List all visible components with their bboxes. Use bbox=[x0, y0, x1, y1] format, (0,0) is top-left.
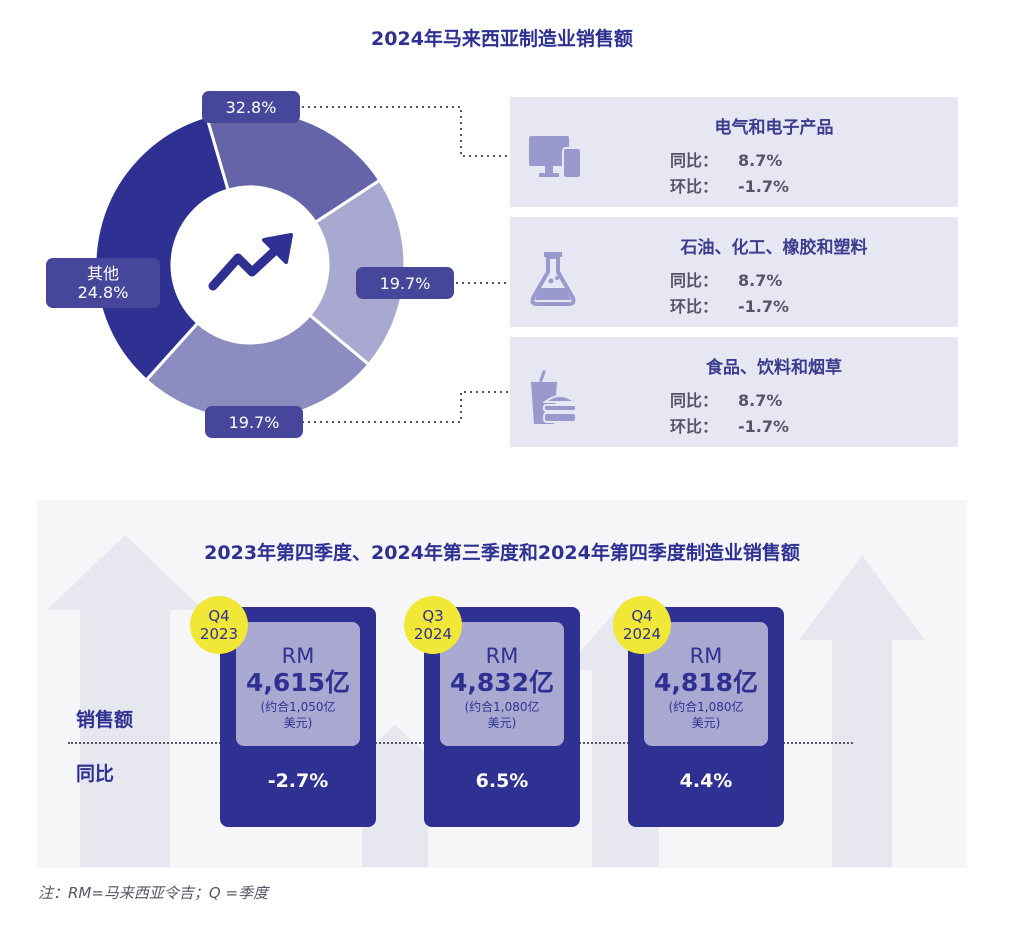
badge-quarter: Q3 bbox=[422, 607, 444, 625]
footnote: 注：RM=马来西亚令吉；Q =季度 bbox=[38, 884, 269, 902]
qoq-value: -1.7% bbox=[738, 417, 790, 436]
slice-label-other: 其他 24.8% bbox=[46, 258, 160, 308]
yoy-label: 同比： bbox=[670, 391, 719, 410]
food-drink-icon bbox=[531, 370, 578, 424]
qoq-label: 环比： bbox=[670, 417, 719, 436]
qoq-label: 环比： bbox=[670, 297, 719, 316]
quarter-amount-box: RM 4,832亿 (约合1,080亿 美元) bbox=[440, 622, 564, 746]
background-arrows-decoration bbox=[47, 535, 925, 867]
qoq-value: -1.7% bbox=[738, 177, 790, 196]
slice-label-other-name: 其他 bbox=[86, 264, 119, 283]
donut-chart bbox=[93, 108, 407, 422]
slice-label-2: 19.7% bbox=[356, 267, 454, 299]
usd-equivalent-line1: (约合1,080亿 bbox=[464, 700, 540, 714]
category-card-electrical: 电气和电子产品 同比： 8.7% 环比： -1.7% bbox=[510, 97, 958, 207]
category-name: 电气和电子产品 bbox=[714, 118, 834, 138]
usd-equivalent-line1: (约合1,080亿 bbox=[668, 700, 744, 714]
row-label-sales: 销售额 bbox=[76, 709, 134, 731]
category-yoy-row: 同比： 8.7% bbox=[670, 387, 782, 411]
usd-equivalent-line1: (约合1,050亿 bbox=[260, 700, 336, 714]
connector-line-3 bbox=[302, 391, 508, 423]
amount: 4,818亿 bbox=[653, 668, 759, 697]
flask-icon bbox=[530, 252, 576, 306]
slice-label-1: 32.8% bbox=[202, 91, 300, 123]
bg-arrow-4 bbox=[799, 555, 925, 867]
qoq-value: -1.7% bbox=[738, 297, 790, 316]
qoq-label: 环比： bbox=[670, 177, 719, 196]
trend-up-arrow-icon bbox=[208, 233, 293, 291]
usd-equivalent-line2: 美元) bbox=[283, 716, 313, 730]
badge-quarter: Q4 bbox=[631, 607, 653, 625]
yoy-value: 8.7% bbox=[738, 271, 783, 290]
category-qoq-row: 环比： -1.7% bbox=[670, 413, 789, 437]
quarter-amount-box: RM 4,615亿 (约合1,050亿 美元) bbox=[236, 622, 360, 746]
yoy-label: 同比： bbox=[670, 271, 719, 290]
quarter-badge: Q4 2023 bbox=[190, 596, 248, 654]
amount: 4,832亿 bbox=[449, 668, 555, 697]
badge-year: 2023 bbox=[199, 625, 239, 643]
category-yoy-row: 同比： 8.7% bbox=[670, 147, 782, 171]
yoy-value: 8.7% bbox=[738, 151, 783, 170]
yoy-label: 同比： bbox=[670, 151, 719, 170]
category-card-food: 食品、饮料和烟草 同比： 8.7% 环比： -1.7% bbox=[510, 337, 958, 447]
category-card-petroleum: 石油、化工、橡胶和塑料 同比： 8.7% 环比： -1.7% bbox=[510, 217, 958, 327]
yoy-value: 6.5% bbox=[475, 770, 529, 792]
donut-chart-title: 2024年马来西亚制造业销售额 bbox=[371, 28, 633, 50]
category-qoq-row: 环比： -1.7% bbox=[670, 173, 789, 197]
donut-slice-4 bbox=[144, 312, 371, 422]
row-label-yoy: 同比 bbox=[76, 763, 115, 785]
yoy-value: 4.4% bbox=[679, 770, 733, 792]
category-name: 石油、化工、橡胶和塑料 bbox=[680, 238, 868, 258]
currency: RM bbox=[689, 644, 723, 668]
connector-lines bbox=[302, 106, 508, 423]
monitor-phone-icon bbox=[529, 136, 582, 179]
usd-equivalent-line2: 美元) bbox=[487, 716, 517, 730]
yoy-value: 8.7% bbox=[738, 391, 783, 410]
badge-year: 2024 bbox=[622, 625, 662, 643]
category-name: 食品、饮料和烟草 bbox=[706, 358, 842, 378]
quarter-badge: Q3 2024 bbox=[404, 596, 462, 654]
quarterly-chart-title: 2023年第四季度、2024年第三季度和2024年第四季度制造业销售额 bbox=[204, 542, 800, 564]
slice-label-3: 19.7% bbox=[205, 406, 303, 438]
amount: 4,615亿 bbox=[245, 668, 351, 697]
category-qoq-row: 环比： -1.7% bbox=[670, 293, 789, 317]
connector-line-1 bbox=[302, 106, 508, 157]
usd-equivalent-line2: 美元) bbox=[691, 716, 721, 730]
category-yoy-row: 同比： 8.7% bbox=[670, 267, 782, 291]
slice-label-other-value: 24.8% bbox=[77, 283, 129, 302]
quarter-card-q4-2023: RM 4,615亿 (约合1,050亿 美元) -2.7% bbox=[220, 607, 376, 827]
currency: RM bbox=[281, 644, 315, 668]
badge-year: 2024 bbox=[413, 625, 453, 643]
badge-quarter: Q4 bbox=[208, 607, 230, 625]
yoy-value: -2.7% bbox=[267, 770, 329, 792]
bg-arrow-1 bbox=[47, 535, 203, 867]
currency: RM bbox=[485, 644, 519, 668]
quarter-badge: Q4 2024 bbox=[613, 596, 671, 654]
